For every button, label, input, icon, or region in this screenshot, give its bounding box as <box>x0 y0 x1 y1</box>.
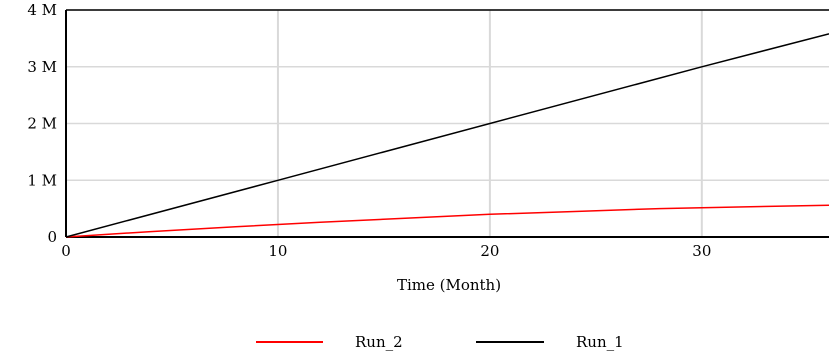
x-axis-title: Time (Month) <box>397 276 501 294</box>
legend-label-run-1: Run_1 <box>576 333 624 351</box>
y-tick-label-0: 0 <box>47 228 57 246</box>
legend: Run_2 Run_1 <box>256 333 624 351</box>
tick-labels: 0 10 20 30 0 1 M 2 M 3 M 4 M <box>27 1 711 260</box>
y-tick-label-2: 2 M <box>27 115 57 133</box>
y-tick-label-1: 1 M <box>27 171 57 189</box>
y-tick-label-3: 3 M <box>27 58 57 76</box>
series-line-run-1 <box>65 33 829 238</box>
legend-label-run-2: Run_2 <box>355 333 403 351</box>
series-line-run-2 <box>65 204 829 238</box>
x-tick-label-30: 30 <box>692 242 711 260</box>
grid-lines <box>66 9 829 237</box>
y-tick-label-4: 4 M <box>27 1 57 19</box>
x-tick-label-0: 0 <box>61 242 71 260</box>
plot-axes <box>65 9 829 238</box>
x-tick-label-20: 20 <box>480 242 499 260</box>
data-series <box>65 33 829 238</box>
x-tick-label-10: 10 <box>268 242 287 260</box>
